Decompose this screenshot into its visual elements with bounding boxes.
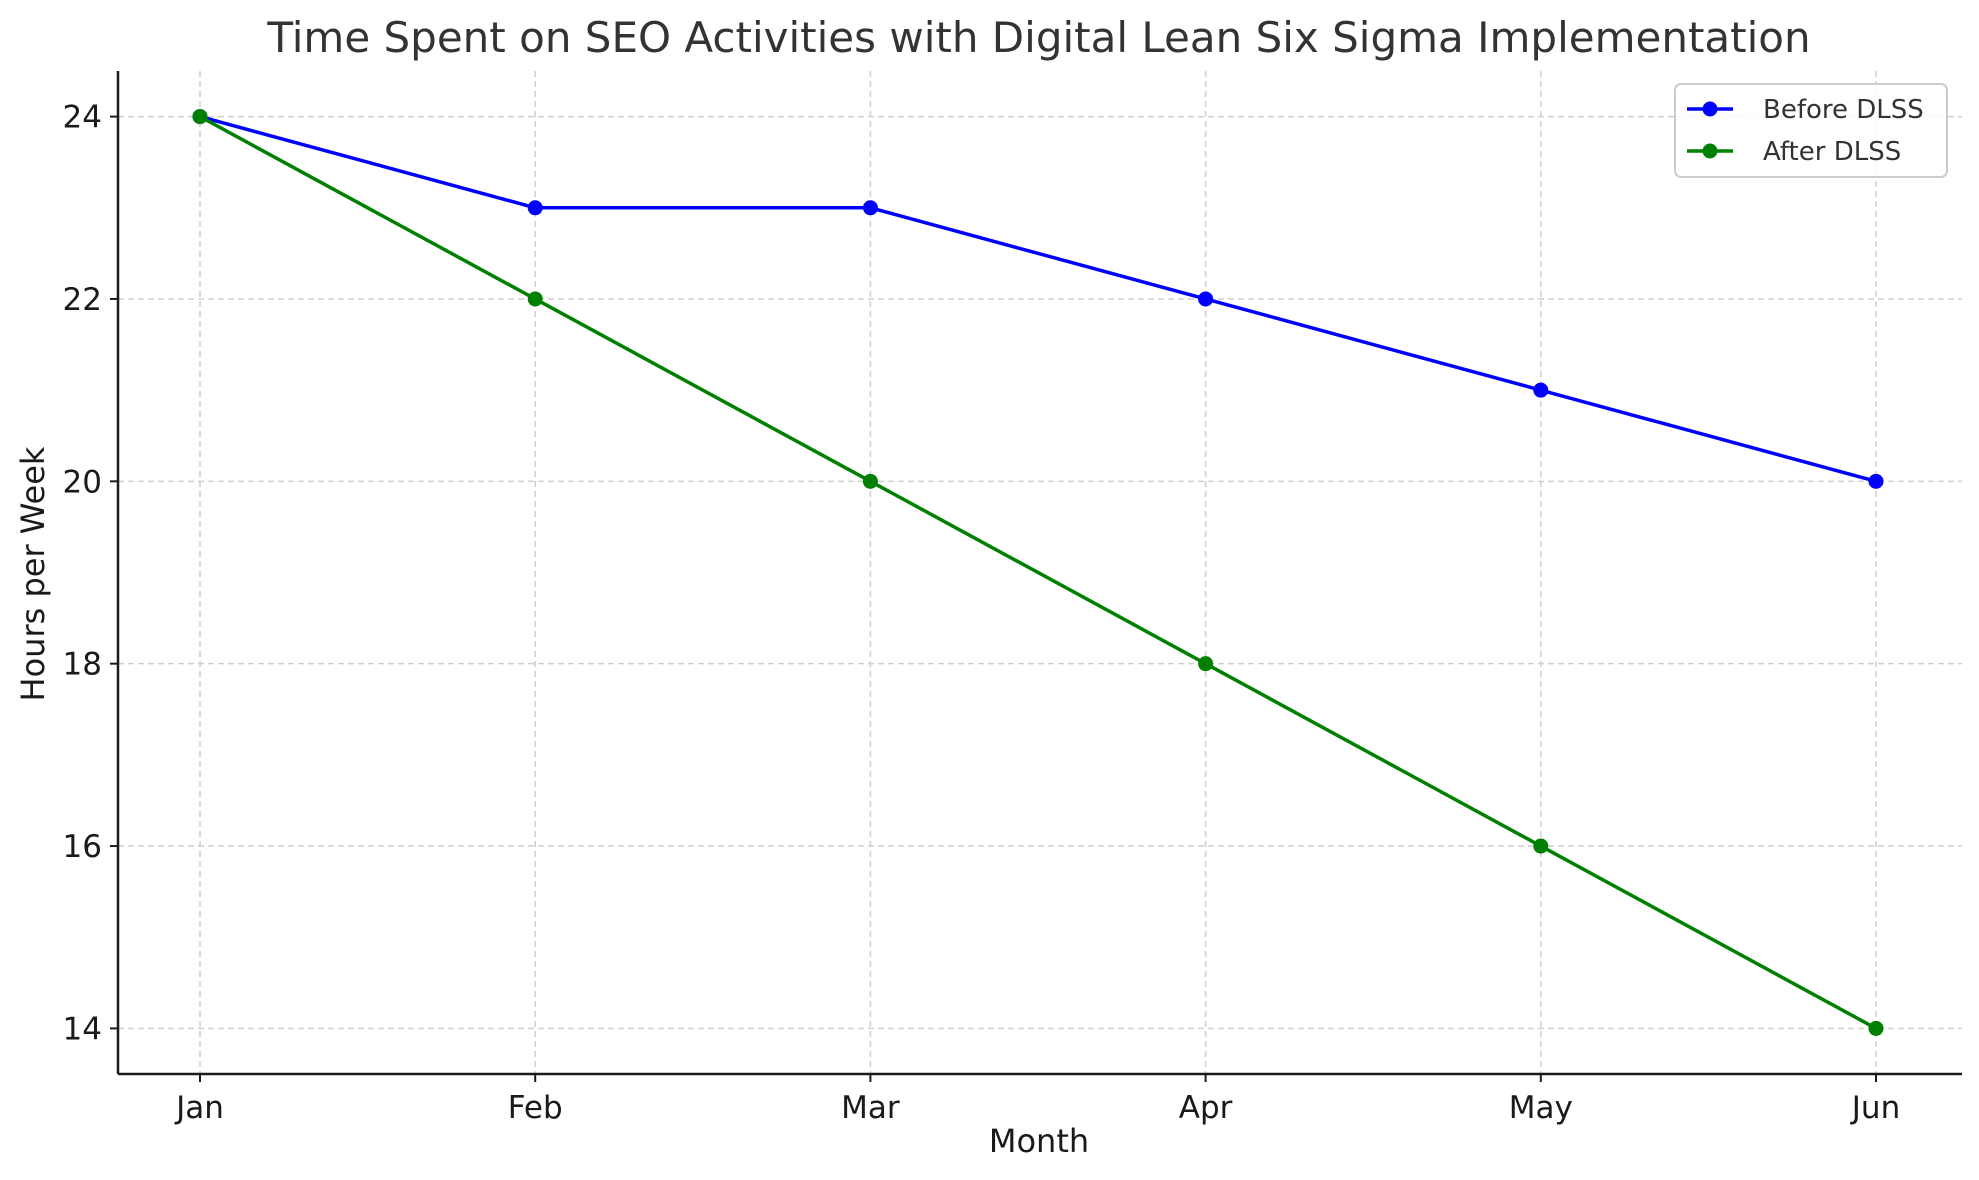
legend: Before DLSS After DLSS: [1674, 83, 1948, 178]
y-axis-label: Hours per Week: [14, 446, 52, 701]
legend-swatch-marker: [1702, 101, 1718, 117]
y-tick-label: 18: [63, 647, 102, 683]
x-tick-label: Jan: [174, 1090, 224, 1126]
data-point: [1198, 291, 1214, 307]
data-point: [1868, 1020, 1884, 1036]
data-point: [862, 473, 878, 489]
chart-title: Time Spent on SEO Activities with Digita…: [266, 13, 1810, 62]
x-tick-label: Jun: [1850, 1090, 1900, 1126]
legend-box: [1674, 83, 1948, 178]
series-layer: [192, 109, 1884, 1036]
y-tick-label: 22: [63, 282, 102, 318]
data-point: [1198, 656, 1214, 672]
legend-label: After DLSS: [1763, 137, 1901, 167]
series-line-1: [199, 114, 1877, 484]
data-point: [1533, 382, 1549, 398]
data-point: [527, 200, 543, 216]
legend-label: Before DLSS: [1763, 95, 1924, 125]
axes-layer: Jan Feb Mar Apr May Jun 14 16 18 20 22 24: [63, 71, 1962, 1126]
data-point: [192, 109, 208, 125]
y-tick-label: 20: [63, 464, 102, 500]
x-axis-label: Month: [989, 1122, 1089, 1160]
y-tick-label: 14: [63, 1011, 102, 1047]
grid-layer: [118, 71, 1962, 1074]
data-point: [1533, 838, 1549, 854]
x-tick-label: Feb: [508, 1090, 563, 1126]
legend-swatch-marker: [1702, 143, 1718, 159]
data-point: [1868, 473, 1884, 489]
y-tick-label: 24: [63, 100, 102, 136]
x-tick-label: Mar: [841, 1090, 900, 1126]
y-tick-label: 16: [63, 829, 102, 865]
x-tick-label: May: [1509, 1090, 1573, 1126]
series-line-2: [199, 115, 1877, 1030]
x-tick-label: Apr: [1179, 1090, 1233, 1126]
data-point: [527, 291, 543, 307]
data-point: [862, 200, 878, 216]
